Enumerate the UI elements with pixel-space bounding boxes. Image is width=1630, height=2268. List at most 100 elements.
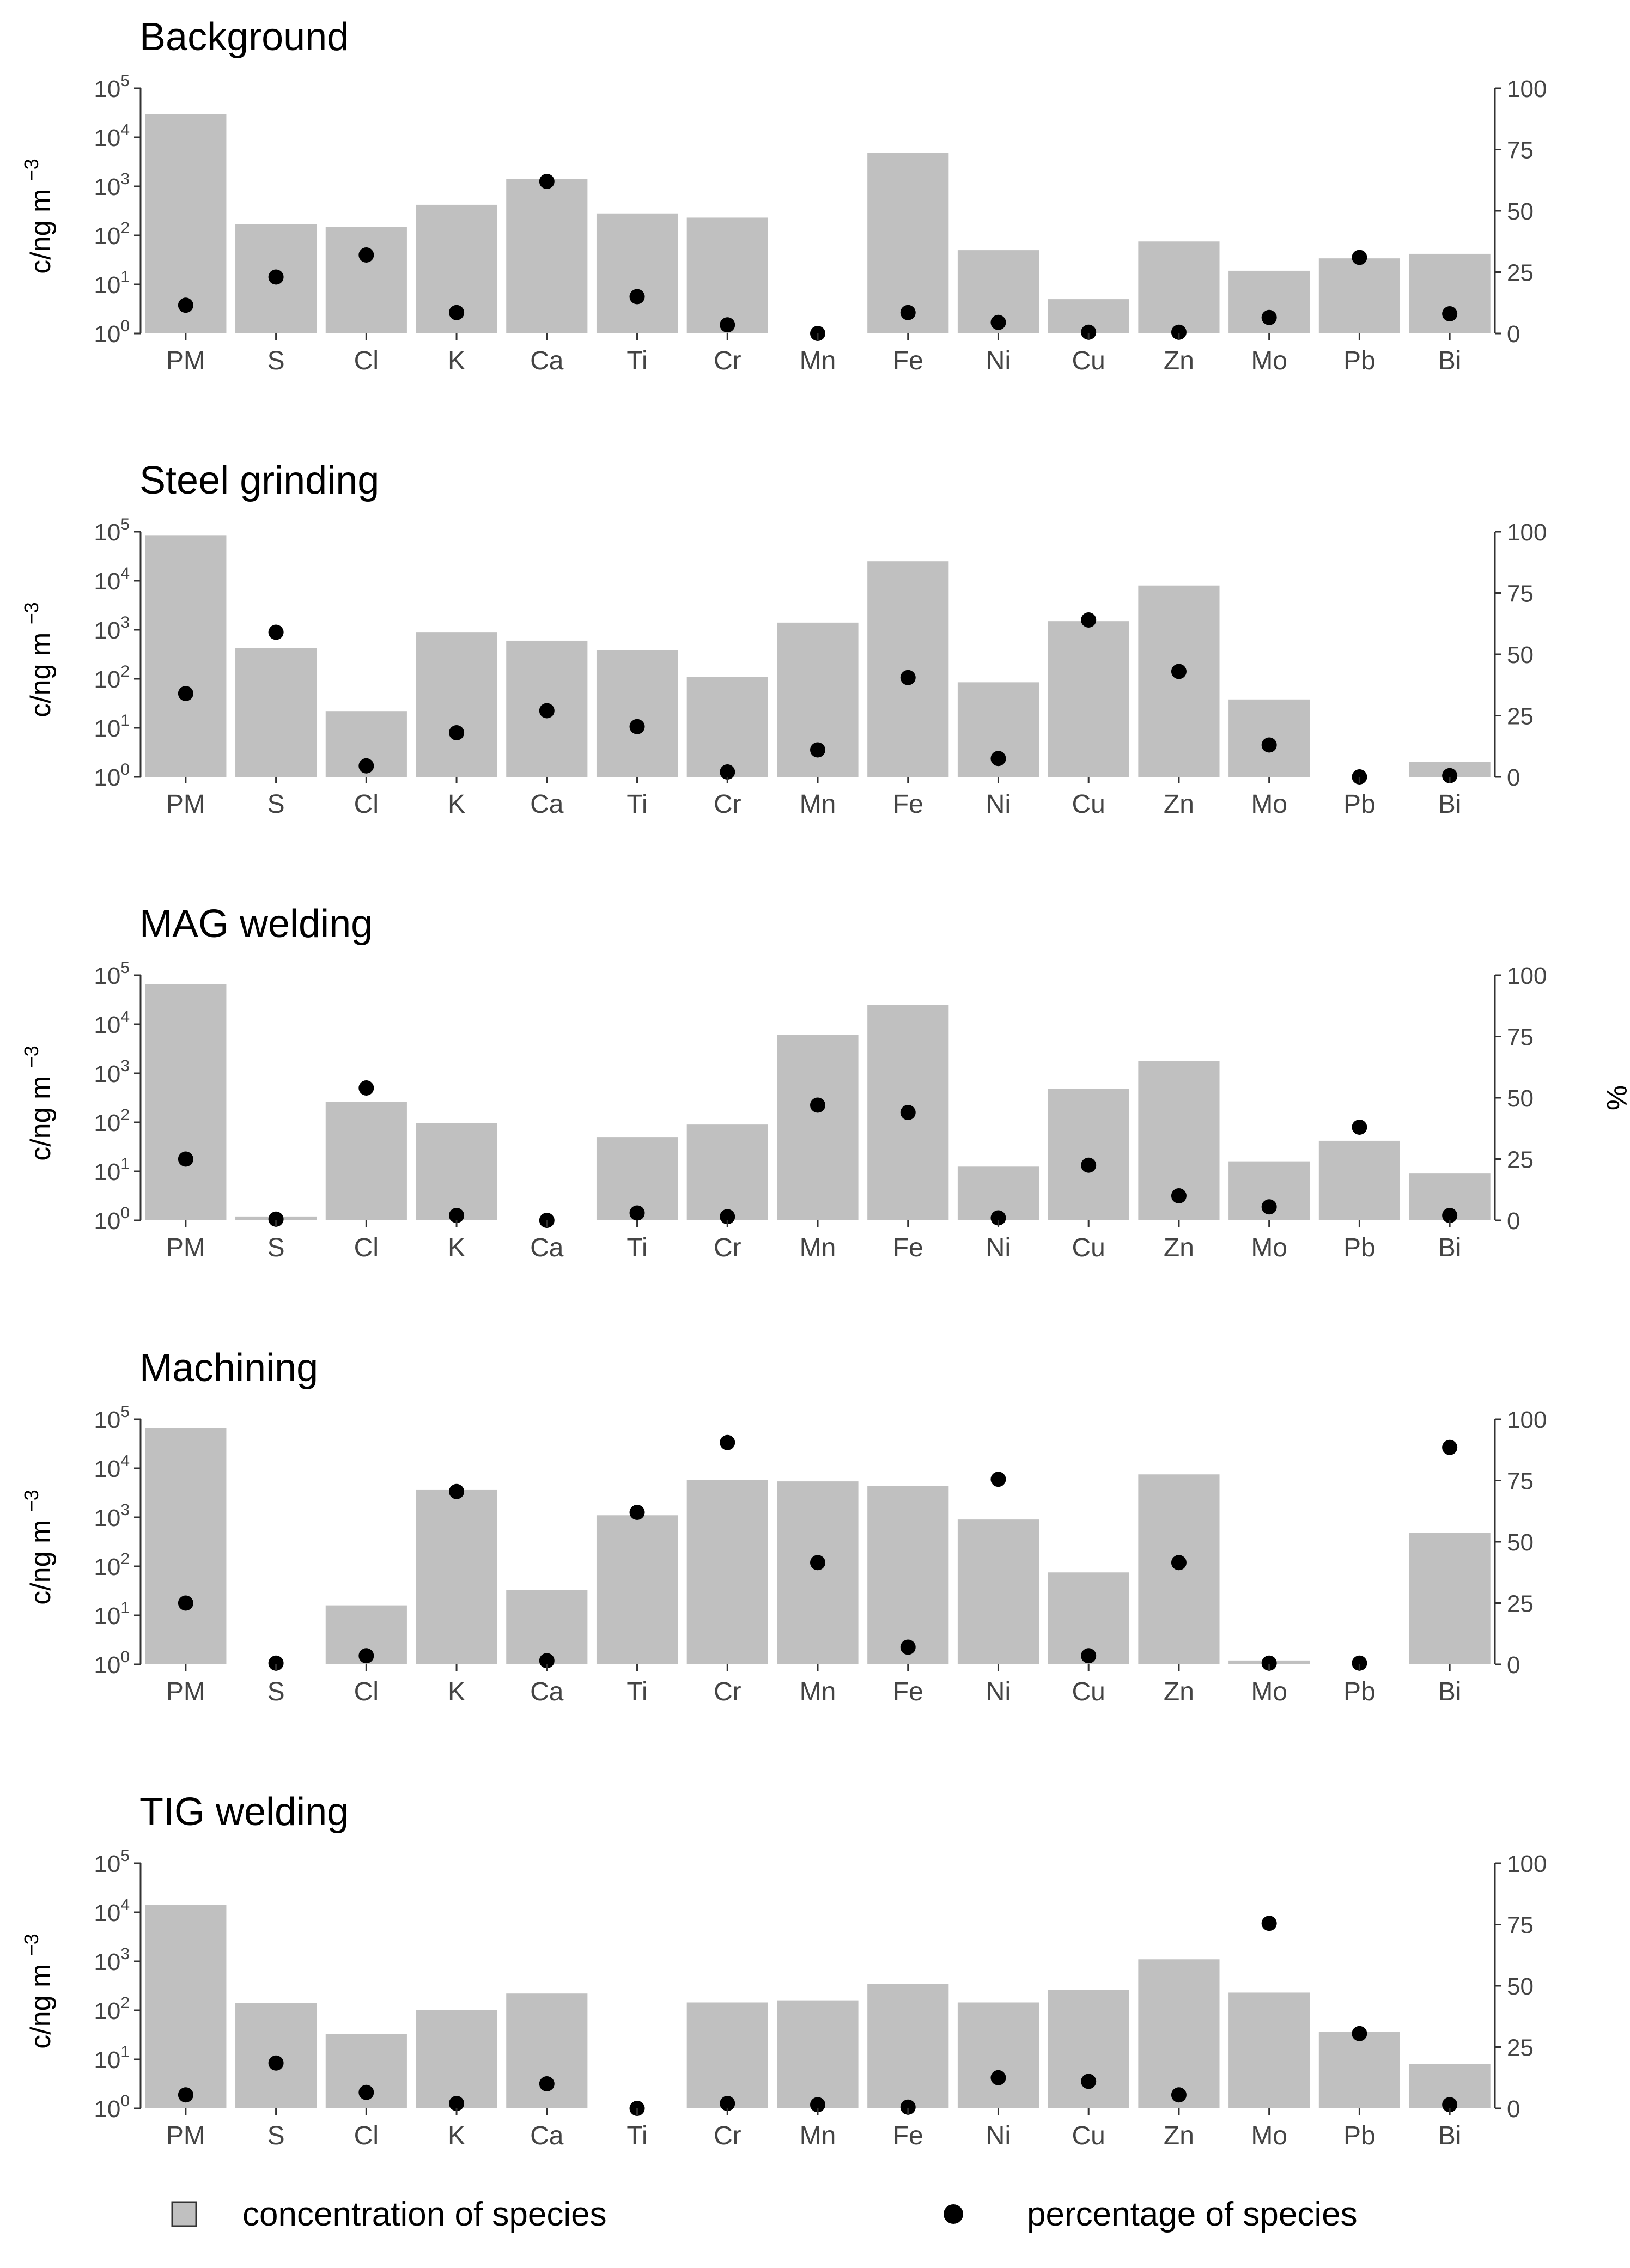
category-label: K — [448, 2121, 465, 2150]
category-label: Zn — [1164, 1233, 1194, 1262]
tick-exponent: 1 — [120, 1155, 130, 1173]
bar-zn — [1138, 241, 1220, 333]
axis-title-exponent: −3 — [20, 1489, 42, 1512]
tick-exponent: 2 — [120, 662, 130, 680]
bar-zn — [1138, 585, 1220, 777]
tick-exponent: 1 — [120, 268, 130, 286]
axis-title-text: c/ng m — [25, 181, 57, 274]
right-tick-label: 75 — [1507, 581, 1534, 607]
category-label: Ca — [530, 790, 564, 819]
left-tick-label: 104 — [94, 121, 130, 151]
left-tick-label: 102 — [94, 662, 130, 693]
bar-fe — [867, 1984, 949, 2108]
left-axis-title: c/ng m −3 — [20, 159, 57, 274]
point-mn — [810, 742, 825, 758]
tick-exponent: 4 — [120, 1008, 130, 1026]
category-label: Cr — [714, 346, 741, 375]
category-label: Cl — [354, 346, 379, 375]
tick-base: 10 — [94, 272, 120, 299]
right-tick-label: 25 — [1507, 2035, 1534, 2062]
category-label: Ti — [627, 790, 647, 819]
right-tick-label: 50 — [1507, 198, 1534, 225]
category-label: Mn — [800, 1677, 836, 1706]
category-label: Bi — [1438, 790, 1462, 819]
category-label: Bi — [1438, 1677, 1462, 1706]
tick-exponent: 2 — [120, 219, 130, 237]
point-zn — [1171, 2087, 1187, 2103]
category-label: Cl — [354, 1677, 379, 1706]
category-label: Mo — [1251, 1677, 1287, 1706]
point-cr — [720, 1209, 735, 1225]
bar-cr — [686, 217, 768, 333]
point-s — [268, 624, 284, 640]
point-bi — [1442, 768, 1458, 783]
point-ni — [990, 314, 1006, 330]
bar-cl — [325, 227, 407, 333]
tick-exponent: 2 — [120, 1106, 130, 1124]
left-tick-label: 104 — [94, 1452, 130, 1482]
bar-pm — [145, 1428, 227, 1664]
panel-mag-welding: MAG welding1001011021031041050255075100c… — [20, 902, 1547, 1262]
tick-exponent: 0 — [120, 1204, 130, 1222]
left-tick-label: 100 — [94, 2092, 130, 2123]
category-label: Ti — [627, 1677, 647, 1706]
right-tick-label: 25 — [1507, 1147, 1534, 1173]
bar-fe — [867, 1486, 949, 1664]
category-label: Ni — [986, 2121, 1011, 2150]
tick-exponent: 4 — [120, 1452, 130, 1470]
bar-ca — [506, 1590, 588, 1664]
category-label: Fe — [893, 1677, 923, 1706]
category-label: Mn — [800, 2121, 836, 2150]
category-label: Cr — [714, 790, 741, 819]
tick-exponent: 3 — [120, 1057, 130, 1075]
tick-exponent: 5 — [120, 515, 130, 533]
left-tick-label: 105 — [94, 1403, 130, 1433]
tick-base: 10 — [94, 76, 120, 102]
tick-exponent: 3 — [120, 613, 130, 631]
category-label: Cu — [1072, 1233, 1105, 1262]
left-tick-label: 102 — [94, 1106, 130, 1136]
point-mo — [1261, 737, 1277, 753]
tick-base: 10 — [94, 1208, 120, 1235]
point-k — [449, 1483, 465, 1499]
point-cu — [1081, 1157, 1097, 1173]
category-label: Ca — [530, 2121, 564, 2150]
category-label: K — [448, 346, 465, 375]
category-label: Ti — [627, 2121, 647, 2150]
category-label: PM — [166, 790, 205, 819]
category-label: Zn — [1164, 1677, 1194, 1706]
bar-pb — [1318, 1140, 1400, 1220]
tick-exponent: 5 — [120, 1403, 130, 1421]
right-tick-label: 100 — [1507, 519, 1547, 546]
category-label: Cl — [354, 2121, 379, 2150]
tick-base: 10 — [94, 1110, 120, 1136]
tick-exponent: 1 — [120, 712, 130, 729]
left-tick-label: 101 — [94, 2043, 130, 2074]
category-label: Fe — [893, 1233, 923, 1262]
right-tick-label: 0 — [1507, 2096, 1520, 2123]
legend-bar-swatch — [171, 2201, 197, 2227]
point-mn — [810, 1097, 825, 1113]
point-ca — [539, 1653, 555, 1669]
axis-title-exponent: −3 — [20, 159, 42, 181]
legend-point-swatch — [944, 2204, 963, 2224]
bar-cr — [686, 2002, 768, 2108]
point-mn — [810, 2097, 825, 2113]
left-tick-label: 100 — [94, 761, 130, 791]
point-ni — [990, 751, 1006, 767]
point-mo — [1261, 1655, 1277, 1671]
legend-bar-label: concentration of species — [242, 2196, 607, 2233]
point-cr — [720, 2096, 735, 2111]
category-label: Mo — [1251, 1233, 1287, 1262]
point-k — [449, 725, 465, 740]
tick-base: 10 — [94, 2096, 120, 2123]
point-ti — [629, 1205, 645, 1221]
point-cr — [720, 764, 735, 780]
left-tick-label: 102 — [94, 1550, 130, 1580]
point-bi — [1442, 2097, 1458, 2113]
left-tick-label: 101 — [94, 268, 130, 299]
point-s — [268, 1211, 284, 1227]
tick-base: 10 — [94, 617, 120, 644]
point-pm — [178, 686, 193, 701]
category-label: Pb — [1343, 1677, 1376, 1706]
